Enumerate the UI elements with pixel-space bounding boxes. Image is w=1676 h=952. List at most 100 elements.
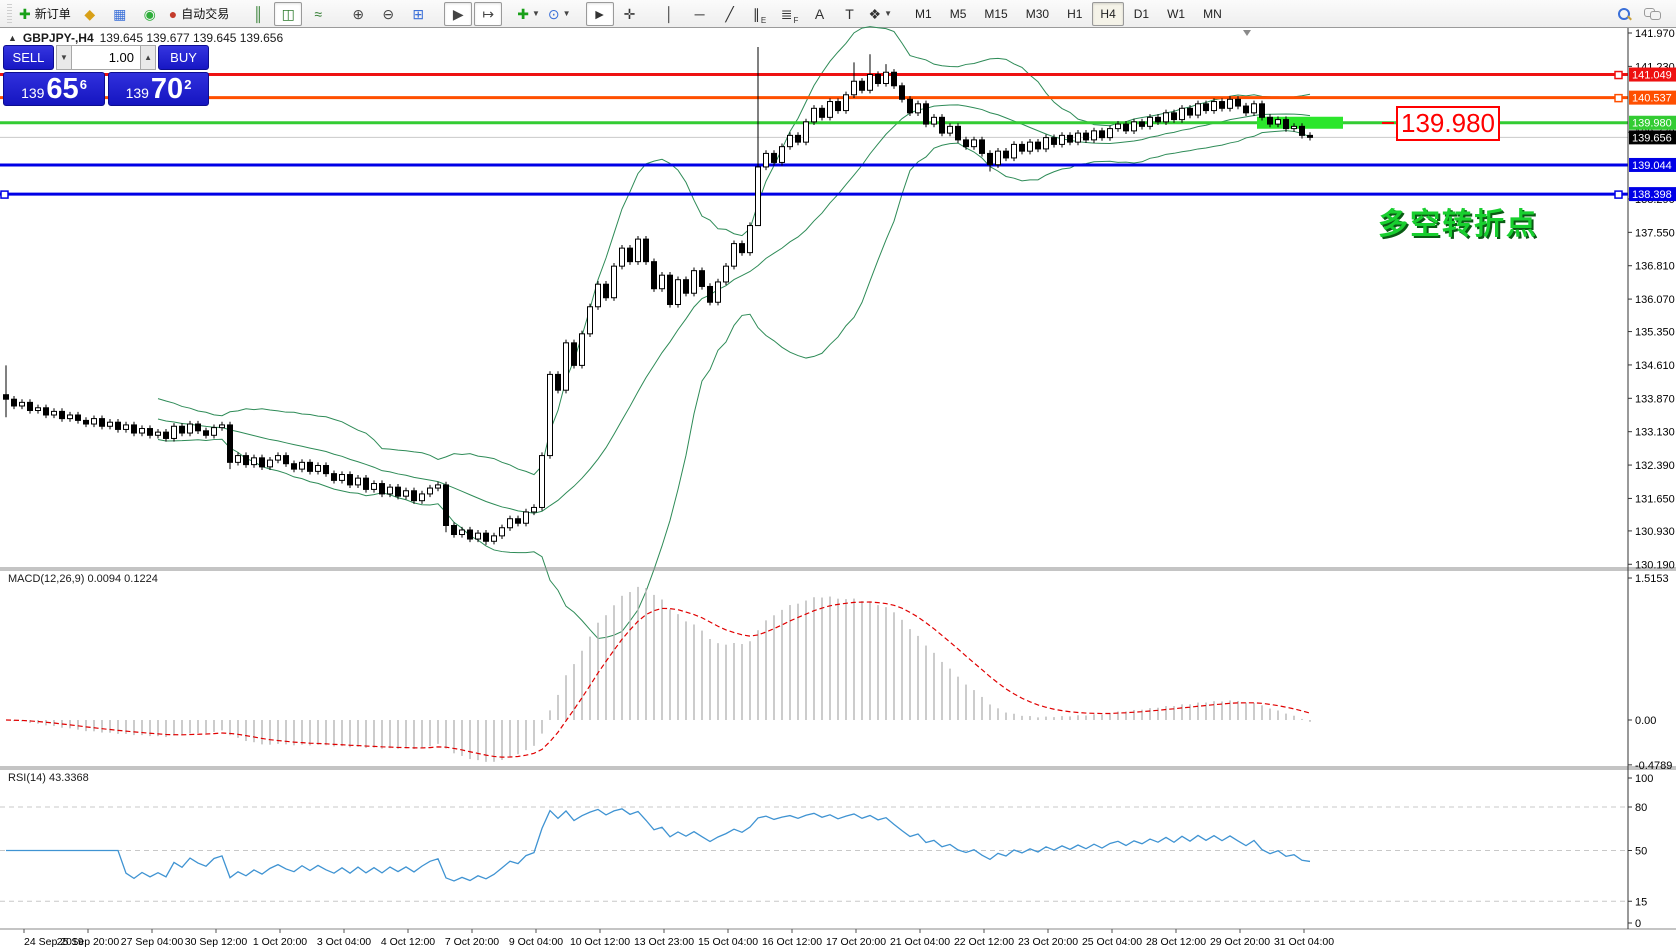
candle-bearish (323, 465, 329, 475)
candle-bullish (19, 401, 25, 407)
trend-line-button[interactable]: ╱ (716, 2, 744, 26)
candle-bullish (1251, 103, 1257, 114)
buy-button[interactable]: BUY (158, 45, 209, 70)
candle-bullish (883, 71, 889, 85)
line-handle[interactable] (1614, 93, 1623, 103)
timeframe-button-h4[interactable]: H4 (1092, 1, 1124, 26)
time-tick-label: 10 Oct 12:00 (570, 936, 630, 948)
chat-icon[interactable] (1644, 7, 1661, 20)
time-tick-label: 30 Sep 12:00 (185, 936, 248, 948)
line-handle[interactable] (1614, 70, 1623, 80)
market-watch-icon[interactable]: ▦ (106, 2, 134, 26)
toolbar-right-group (1610, 7, 1666, 20)
price-callout-box[interactable]: 139.980 (1382, 106, 1500, 141)
price-tag-text: 138.398 (1632, 189, 1672, 201)
collapse-panel-icon[interactable]: ▲ (8, 33, 17, 43)
buy-price-big: 70 (150, 73, 184, 105)
chart-shift-marker[interactable] (1243, 30, 1251, 36)
line-handle[interactable] (1614, 190, 1623, 199)
buy-price-button[interactable]: 139 70 2 (108, 72, 209, 106)
dropdown-caret-icon[interactable]: ▼ (884, 9, 893, 18)
dropdown-caret-icon[interactable]: ▼ (531, 9, 540, 18)
autotrading-button[interactable]: ● 自动交易 (166, 2, 232, 26)
sell-price-button[interactable]: 139 65 6 (3, 72, 105, 106)
volume-decrease-button[interactable]: ▼ (55, 45, 72, 70)
sell-price-sup: 6 (79, 77, 87, 92)
auto-scroll-button[interactable]: ▶ (444, 1, 473, 26)
candle-bearish (651, 261, 657, 290)
chart-shift-button[interactable]: ↦ (474, 1, 503, 26)
timeframe-button-d1[interactable]: D1 (1133, 6, 1150, 21)
sell-button[interactable]: SELL (3, 45, 54, 70)
timeframe-button-m5[interactable]: M5 (949, 6, 967, 21)
timeframe-button-m1[interactable]: M1 (915, 6, 932, 21)
candle-bullish (1107, 128, 1113, 139)
candle-bearish (1259, 103, 1265, 118)
horizontal-line-glyph: ─ (694, 5, 705, 22)
candle-bullish (531, 506, 537, 513)
time-tick-label: 27 Sep 04:00 (121, 936, 184, 948)
equidistant-channel-button[interactable]: ∥ E (746, 2, 774, 26)
chart-line-icon[interactable]: ≈ (304, 2, 332, 26)
search-icon[interactable] (1618, 7, 1630, 20)
chinese-note-text[interactable]: 多空转折点 (1378, 208, 1538, 241)
zoom-in-button[interactable]: ⊕ (344, 2, 372, 26)
chart-candles-icon[interactable]: ◫ (274, 1, 303, 26)
arrows-button[interactable]: ❖ ▼ (866, 2, 895, 26)
cursor-button[interactable]: ► (585, 1, 614, 26)
dropdown-caret-icon[interactable]: ▼ (562, 9, 571, 18)
toolbar-grip[interactable] (7, 3, 12, 24)
candle-bullish (107, 421, 113, 427)
candle-bullish (91, 418, 97, 425)
time-tick-label: 7 Oct 20:00 (445, 936, 499, 948)
price-tick-label: 134.610 (1635, 360, 1675, 372)
ohlc-values: 139.645 139.677 139.645 139.656 (99, 31, 284, 45)
text-button[interactable]: A (806, 2, 834, 26)
navigator-icon-glyph: ◉ (143, 5, 156, 22)
text-label-button[interactable]: T (836, 2, 864, 26)
timeframe-button-h1[interactable]: H1 (1067, 6, 1083, 21)
macd-tick-label: 0.00 (1635, 715, 1656, 727)
zoom-out-button[interactable]: ⊖ (374, 2, 402, 26)
vertical-line-button[interactable]: │ (656, 2, 684, 26)
candle-bearish (1235, 98, 1241, 107)
horizontal-line-button[interactable]: ─ (686, 2, 714, 26)
navigator-icon[interactable]: ◉ (136, 2, 164, 26)
candle-bearish (1187, 107, 1193, 116)
chart-bars-icon[interactable]: ║ (244, 2, 272, 26)
line-handle[interactable] (0, 190, 9, 199)
candle-bullish (843, 94, 849, 112)
candle-bearish (963, 139, 969, 148)
candle-bearish (771, 152, 777, 163)
profiles-icon[interactable]: ◆ (76, 2, 104, 26)
candle-bullish (755, 166, 761, 227)
candle-bullish (691, 270, 697, 294)
candle-bullish (1147, 116, 1153, 127)
periods-button[interactable]: ⊙ ▼ (545, 2, 574, 26)
indicators-button[interactable]: ✚ ▼ (514, 2, 543, 26)
volume-input[interactable]: 1.00 (71, 45, 141, 70)
bollinger-middle-band (157, 104, 1311, 514)
volume-increase-button[interactable]: ▲ (140, 45, 157, 70)
tile-windows-button[interactable]: ⊞ (404, 2, 432, 26)
candle-bearish (3, 394, 9, 400)
candle-bearish (227, 424, 233, 463)
candle-bullish (339, 474, 345, 481)
candle-bearish (707, 285, 713, 303)
timeframe-button-m30[interactable]: M30 (1025, 6, 1050, 21)
buy-price-prefix: 139 (125, 85, 149, 101)
timeframe-button-w1[interactable]: W1 (1167, 6, 1186, 21)
candle-bullish (123, 424, 129, 430)
candle-bearish (27, 401, 33, 411)
new-order-button[interactable]: ✚ 新订单 (16, 2, 74, 26)
candle-bearish (131, 424, 137, 434)
candle-bearish (875, 73, 881, 85)
crosshair-button[interactable]: ✛ (616, 2, 644, 26)
timeframe-button-mn[interactable]: MN (1203, 6, 1222, 21)
fibonacci-button[interactable]: ≣ F (776, 2, 804, 26)
chart-line-icon-glyph: ≈ (314, 5, 323, 22)
candle-bearish (1203, 103, 1209, 112)
macd-panel (5, 586, 1311, 762)
highlight-zone[interactable] (1257, 116, 1343, 129)
timeframe-button-m15[interactable]: M15 (984, 6, 1008, 21)
